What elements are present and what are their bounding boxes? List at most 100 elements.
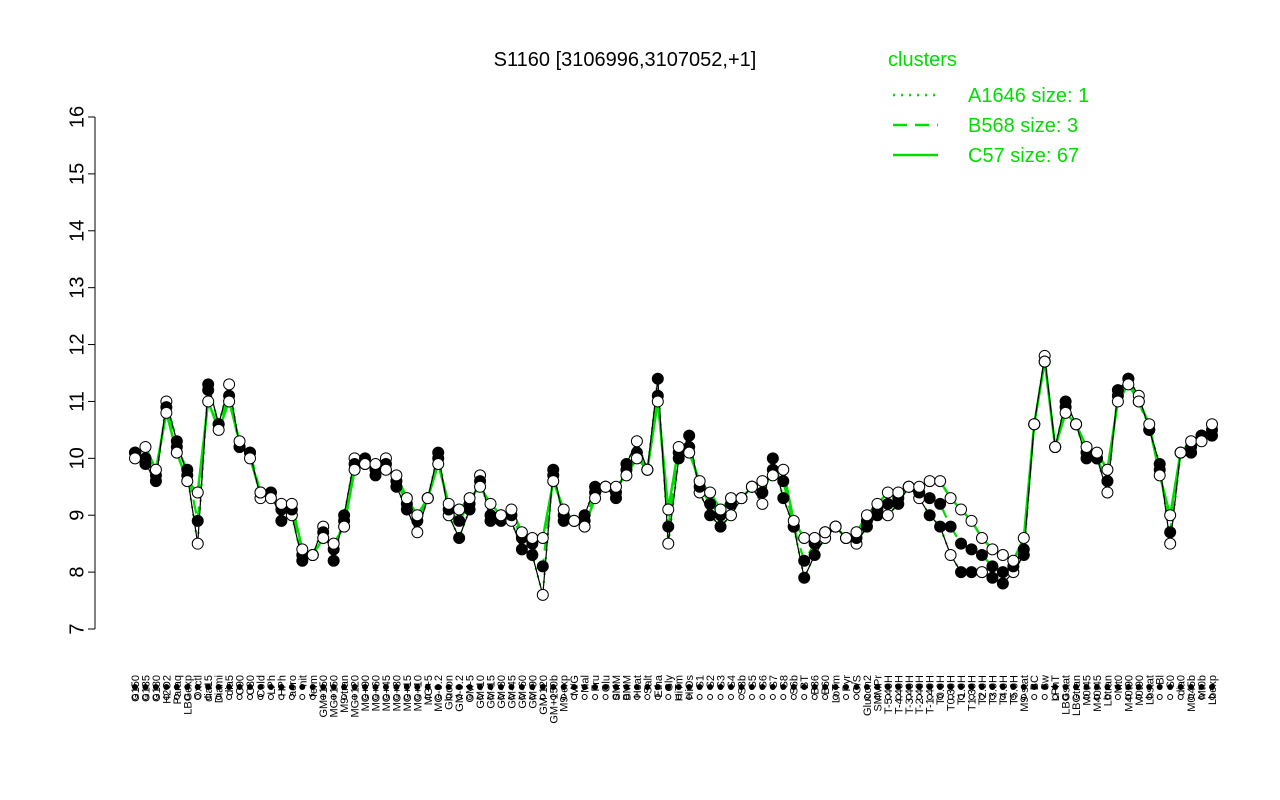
x-tick-mark [393,694,400,700]
data-point [798,554,811,567]
x-tick-mark [1010,684,1017,690]
x-tick-mark [581,694,588,700]
x-tick-mark [675,684,682,690]
x-tick-mark [968,694,975,700]
x-tick-label: ferm [308,675,320,697]
x-tick-mark [592,684,599,690]
x-tick-label: Bl [1155,675,1167,685]
data-point [955,566,968,579]
data-point [777,475,790,488]
x-tick-label: aero [287,675,299,697]
data-point [944,520,957,533]
x-tick-mark [320,684,327,690]
x-tick-mark [267,684,274,690]
data-point [1080,440,1093,453]
x-tick-mark [1135,694,1142,700]
data-point [369,458,382,471]
x-tick-mark [236,684,243,690]
x-tick-label: M/G [569,675,581,696]
x-tick-mark [362,684,369,690]
x-tick-mark [999,684,1006,690]
x-tick-mark [330,684,337,690]
data-point [630,452,643,465]
x-tick-mark [832,684,839,690]
x-tick-mark [926,694,933,700]
x-tick-label: dia5 [224,675,236,696]
x-tick-mark [623,684,630,690]
x-tick-mark [194,684,201,690]
x-tick-mark [947,694,954,700]
data-point [327,537,340,550]
x-tick-mark [968,684,975,690]
x-tick-mark [790,684,797,690]
data-point [934,475,947,488]
x-tick-mark [612,694,619,700]
x-tick-mark [320,694,327,700]
x-tick-mark [863,694,870,700]
x-tick-label: M9-exp [559,675,571,712]
data-point [651,372,664,385]
x-tick-mark [529,684,536,690]
x-tick-mark [759,694,766,700]
x-tick-mark [853,684,860,690]
x-tick-mark [926,684,933,690]
data-point [662,520,675,533]
x-tick-label: Cold [255,675,267,698]
x-tick-mark [696,684,703,690]
x-tick-mark [832,694,839,700]
data-point [400,492,413,505]
x-tick-mark [226,694,233,700]
x-tick-mark [780,694,787,700]
x-tick-mark [769,694,776,700]
x-tick-label: dia0 [1176,675,1188,696]
x-tick-mark [654,694,661,700]
data-point [223,395,236,408]
x-tick-label: GM-90 [527,675,539,709]
x-tick-mark [257,684,264,690]
x-tick-mark [822,684,829,690]
x-tick-label: S7 [768,675,780,688]
x-tick-mark [1093,694,1100,700]
x-tick-mark [728,694,735,700]
data-point [944,492,957,505]
x-tick-mark [717,684,724,690]
data-point [829,520,842,533]
x-tick-mark [309,694,316,700]
x-tick-mark [382,684,389,690]
x-tick-mark [132,684,138,690]
x-tick-mark [989,694,996,700]
data-point [181,463,194,476]
x-tick-mark [602,694,609,700]
x-tick-label: T0.0H [935,675,947,705]
data-point [557,503,570,516]
x-tick-mark [1093,684,1100,690]
x-tick-mark [916,694,923,700]
x-tick-label: C90 [235,675,247,695]
data-point [819,526,832,539]
x-tick-label: MG+45 [381,675,393,711]
x-tick-mark [748,684,755,690]
x-tick-label: LPh [266,675,278,695]
x-tick-label: dia15 [203,675,215,702]
x-tick-mark [1073,694,1080,700]
x-tick-mark [1167,694,1174,700]
x-tick-label: Etha [653,674,665,698]
x-tick-mark [435,694,442,700]
x-tick-mark [811,684,818,690]
data-point [1101,486,1114,499]
data-point [411,526,424,539]
data-point [275,497,288,510]
x-tick-label: Lbstat [1144,675,1156,705]
x-tick-mark [257,694,264,700]
data-point [191,486,204,499]
data-point [704,486,717,499]
x-tick-mark [1125,694,1132,700]
x-tick-mark [205,694,212,700]
data-point [787,514,800,527]
data-point [934,520,947,533]
x-tick-mark [1135,684,1142,690]
x-tick-label: T1.0H [956,675,968,705]
x-tick-mark [1031,684,1038,690]
x-tick-label: nit [297,675,309,687]
x-tick-mark [518,684,525,690]
